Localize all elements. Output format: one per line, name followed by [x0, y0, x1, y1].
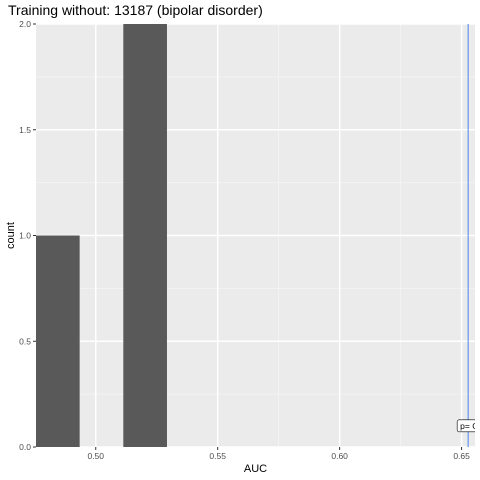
y-tick-label: 2.0: [19, 19, 31, 29]
histogram-bar-2: [123, 24, 167, 447]
y-tick-label: 0.0: [19, 442, 31, 452]
y-axis-title: count: [5, 222, 17, 249]
annotation-group: p= C: [456, 419, 478, 433]
x-tick-label: 0.55: [209, 451, 226, 461]
y-tick-label: 1.0: [19, 231, 31, 241]
x-tick-label: 0.60: [331, 451, 348, 461]
x-axis-title: AUC: [244, 463, 267, 475]
x-tick-label: 0.65: [453, 451, 470, 461]
chart-title: Training without: 13187 (bipolar disorde…: [8, 2, 263, 18]
y-tick-label: 0.5: [19, 336, 31, 346]
annotation-label: p= C: [460, 421, 478, 431]
annotation-box: [456, 419, 475, 433]
histogram-bar-1: [36, 235, 80, 447]
y-tick-label: 1.5: [19, 125, 31, 135]
x-tick-label: 0.50: [87, 451, 104, 461]
